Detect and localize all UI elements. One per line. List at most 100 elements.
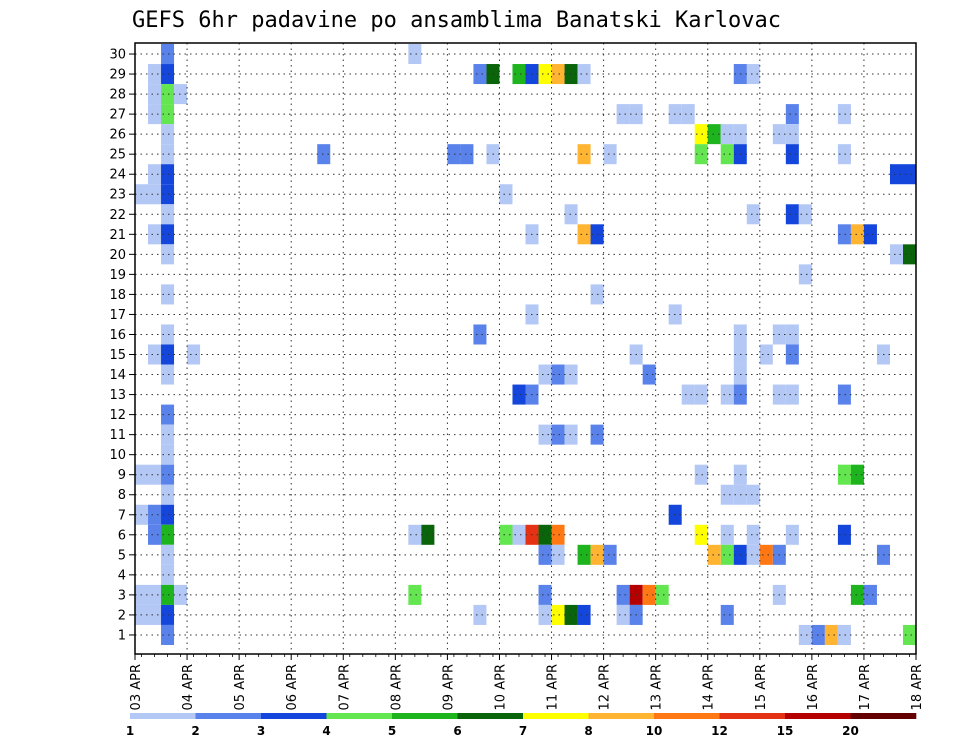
legend-label: 20 [842,724,859,738]
heatmap-cell [798,624,812,645]
heatmap-cell [408,584,422,605]
legend-label: 5 [388,724,396,738]
heatmap-cell [759,544,773,565]
legend-label: 8 [584,724,592,738]
heatmap-cell [161,44,175,65]
legend-swatch [654,713,720,719]
heatmap-cell [187,344,201,365]
heatmap-cell [616,584,630,605]
heatmap-cell [161,104,175,125]
heatmap-cell [720,484,734,505]
heatmap-cell [889,164,903,185]
heatmap-cell [785,144,799,165]
heatmap-cell [863,224,877,245]
y-tick-label: 3 [118,588,126,603]
x-tick-label: 10 APR [493,664,508,710]
legend-label: 6 [453,724,461,738]
heatmap-cell [148,164,162,185]
heatmap-cell [837,624,851,645]
heatmap-cell [161,564,175,585]
y-tick-label: 21 [109,228,126,243]
heatmap-cell [499,184,513,205]
heatmap-cell [642,584,656,605]
heatmap-cell [161,64,175,85]
heatmap-cell [447,144,461,165]
legend-label: 7 [519,724,527,738]
legend-label: 4 [322,724,330,738]
legend-label: 12 [711,724,728,738]
y-tick-label: 22 [109,208,126,223]
heatmap-cell [720,524,734,545]
heatmap-cell [161,484,175,505]
heatmap-cell [161,204,175,225]
heatmap-cell [473,64,487,85]
heatmap-cell [460,144,474,165]
y-tick-label: 11 [109,428,126,443]
heatmap-cell [720,544,734,565]
legend-label: 1 [126,724,134,738]
heatmap-cell [148,344,162,365]
y-tick-label: 28 [109,88,126,103]
y-axis: 1234567891011121314151617181920212223242… [109,48,135,643]
legend-label: 15 [777,724,794,738]
heatmap-cell [837,104,851,125]
y-tick-label: 19 [109,268,126,283]
heatmap-cell [512,64,526,85]
heatmap-cell [148,504,162,525]
y-tick-label: 4 [118,568,126,583]
heatmap-cell [785,124,799,145]
heatmap-cell [148,104,162,125]
x-tick-label: 03 APR [129,664,144,710]
plot-frame [134,42,917,655]
heatmap-cell [785,324,799,345]
x-tick-label: 11 APR [546,664,561,710]
x-tick-label: 12 APR [598,664,613,710]
y-tick-label: 8 [118,488,126,503]
heatmap-cell [564,204,578,225]
y-tick-label: 13 [109,388,126,403]
heatmap-cell [863,584,877,605]
heatmap-cell [837,464,851,485]
dotted-grid [135,43,916,654]
heatmap-cell [694,524,708,545]
heatmap-cell [694,464,708,485]
heatmap-cell [850,464,864,485]
heatmap-cell [720,384,734,405]
y-tick-label: 30 [109,48,126,63]
y-tick-label: 24 [109,168,126,183]
heatmap-cell [694,384,708,405]
x-tick-label: 09 APR [441,664,456,710]
heatmap-cell [785,384,799,405]
heatmap-cell [161,244,175,265]
heatmap-cell [798,264,812,285]
heatmap-cell [746,204,760,225]
heatmap-cell [161,284,175,305]
heatmap-cell [161,184,175,205]
heatmap-cell [837,384,851,405]
heatmap-cell [148,584,162,605]
legend-swatch [261,713,327,719]
heatmap-cell [161,124,175,145]
x-tick-label: 15 APR [754,664,769,710]
heatmap-cell [174,84,188,105]
heatmap-cell [538,524,552,545]
heatmap-cell [538,64,552,85]
heatmap-cell [681,384,695,405]
heatmap-cell [473,604,487,625]
legend-swatch [130,713,196,719]
heatmap-cell [551,604,565,625]
heatmap-cell [746,484,760,505]
heatmap-cell [408,524,422,545]
x-tick-label: 07 APR [337,664,352,710]
heatmap-cell [161,224,175,245]
heatmap-cell [681,104,695,125]
chart-title: GEFS 6hr padavine po ansamblima Banatski… [132,8,781,33]
heatmap-cell [785,524,799,545]
x-tick-label: 16 APR [806,664,821,710]
legend-swatch [523,713,589,719]
x-tick-label: 05 APR [233,664,248,710]
heatmap-cell [161,404,175,425]
y-tick-label: 17 [109,308,126,323]
heatmap-cell [707,124,721,145]
heatmap-cell [655,584,669,605]
